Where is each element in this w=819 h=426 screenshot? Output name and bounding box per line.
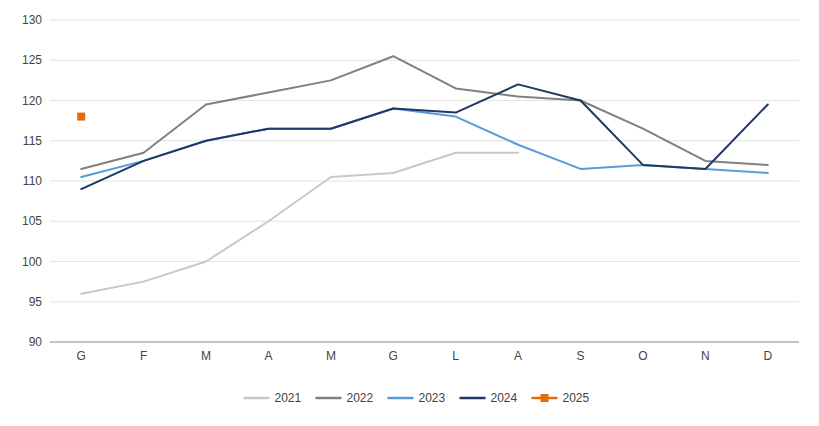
chart-container: 90 95 100 105 110 115 120 125 130 G F M A M G L A S O N D 202…: [0, 0, 819, 426]
series: [77, 113, 85, 121]
grid-line: [50, 301, 799, 302]
y-tick-label: 110: [23, 174, 42, 188]
y-tick-label: 125: [22, 53, 42, 67]
x-axis-line: [50, 342, 799, 343]
plot-area: [77, 56, 768, 293]
y-tick-label: 90: [29, 335, 43, 349]
grid-line: [50, 261, 799, 262]
legend-item: 2023: [389, 391, 446, 405]
x-axis: GFMAMGLASOND: [77, 349, 773, 363]
grid-line: [50, 140, 799, 141]
legend-swatch: [245, 397, 269, 400]
series: [81, 153, 518, 294]
grid-line: [50, 221, 799, 222]
legend-label: 2025: [563, 391, 590, 405]
y-tick-label: 100: [22, 255, 42, 269]
x-tick-label: D: [763, 349, 772, 363]
y-tick-label: 105: [22, 214, 42, 228]
x-tick-label: S: [577, 349, 585, 363]
x-tick-label: L: [452, 349, 459, 363]
legend-swatch: [461, 397, 485, 400]
legend: 2021 2022 2023 2024 2025: [245, 391, 590, 405]
x-tick-label: N: [701, 349, 710, 363]
x-tick-label: M: [326, 349, 336, 363]
grid-line: [50, 20, 799, 21]
grid-line: [50, 100, 799, 101]
x-tick-label: O: [638, 349, 647, 363]
y-tick-label: 115: [23, 134, 42, 148]
legend-marker: [541, 394, 549, 402]
x-tick-label: G: [389, 349, 398, 363]
legend-item: 2021: [245, 391, 302, 405]
y-tick-label: 95: [29, 295, 43, 309]
legend-swatch: [389, 397, 413, 400]
legend-label: 2021: [275, 391, 302, 405]
x-tick-label: A: [514, 349, 522, 363]
legend-item: 2024: [461, 391, 518, 405]
y-tick-label: 130: [22, 13, 42, 27]
legend-label: 2022: [347, 391, 374, 405]
line: [81, 84, 768, 189]
x-tick-label: M: [201, 349, 211, 363]
series: [81, 84, 768, 189]
grid-line: [50, 60, 799, 61]
chart: 90 95 100 105 110 115 120 125 130 G F M A M G L A S O N D 202…: [0, 0, 819, 426]
marker: [77, 113, 85, 121]
x-tick-label: A: [264, 349, 272, 363]
legend-item: 2022: [317, 391, 374, 405]
grid-line: [50, 342, 799, 343]
x-tick-label: F: [140, 349, 147, 363]
legend-label: 2023: [419, 391, 446, 405]
y-tick-label: 120: [22, 94, 42, 108]
legend-item: 2025: [533, 391, 590, 405]
grid-line: [50, 181, 799, 182]
y-axis: 90 95 100 105 110 115 120 125 130: [22, 13, 799, 349]
x-tick-label: G: [77, 349, 86, 363]
line: [81, 153, 518, 294]
legend-label: 2024: [491, 391, 518, 405]
legend-swatch: [317, 397, 341, 400]
